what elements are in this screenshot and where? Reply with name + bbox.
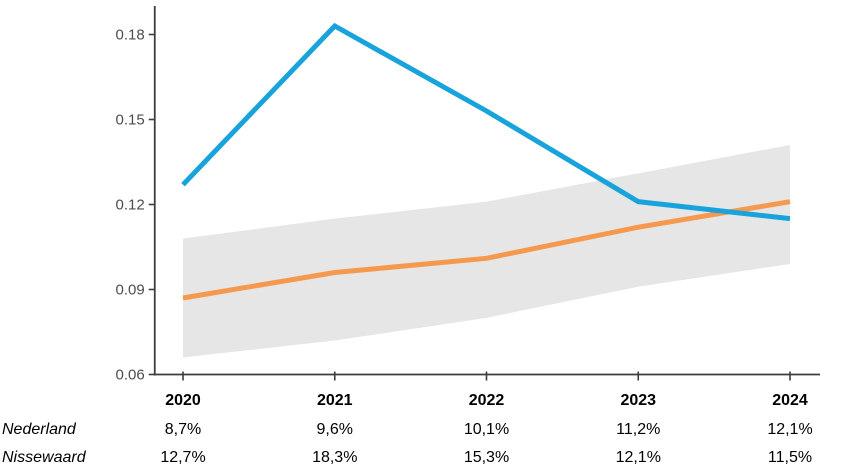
row-label-nissewaard: Nissewaard bbox=[2, 449, 86, 466]
year-header: 2022 bbox=[468, 392, 505, 409]
value-cell: 11,2% bbox=[616, 421, 661, 438]
y-tick-label: 0.15 bbox=[116, 112, 145, 129]
y-tick-label: 0.06 bbox=[116, 367, 145, 384]
row-label-nederland: Nederland bbox=[2, 421, 76, 438]
value-cell: 9,6% bbox=[316, 421, 353, 438]
series-line-nederland bbox=[182, 199, 791, 301]
year-header: 2023 bbox=[620, 392, 657, 409]
year-header: 2024 bbox=[772, 392, 808, 409]
value-cell: 18,3% bbox=[312, 449, 358, 466]
value-cell: 12,7% bbox=[160, 449, 206, 466]
series-line-nissewaard bbox=[181, 22, 791, 222]
y-tick-label: 0.18 bbox=[116, 27, 145, 44]
chart-svg: 0.06 0.09 0.12 0.15 0.18 bbox=[116, 6, 820, 384]
value-cell: 12,1% bbox=[615, 449, 661, 466]
value-cell: 8,7% bbox=[164, 421, 202, 438]
value-cell: 15,3% bbox=[463, 449, 510, 466]
y-tick-label: 0.09 bbox=[116, 282, 145, 299]
year-header: 2020 bbox=[165, 392, 201, 409]
confidence-band bbox=[183, 145, 790, 358]
value-cell: 12,1% bbox=[767, 421, 813, 438]
y-tick-label: 0.12 bbox=[116, 197, 145, 214]
year-header: 2021 bbox=[316, 392, 353, 409]
value-cell: 11,5% bbox=[767, 449, 813, 466]
value-cell: 10,1% bbox=[463, 421, 510, 438]
